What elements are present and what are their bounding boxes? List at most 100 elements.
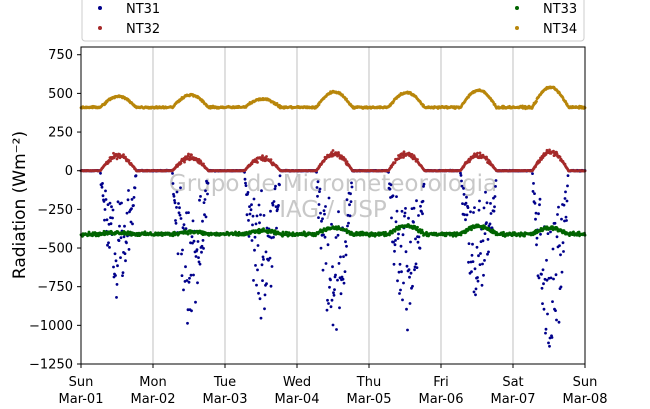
point-NT31 [253,248,256,252]
point-NT32 [187,152,190,156]
point-NT31 [200,250,203,254]
point-NT31 [342,255,345,258]
point-NT31 [179,217,183,220]
point-NT31 [197,256,200,259]
point-NT31 [194,255,198,258]
point-NT31 [409,271,413,275]
point-NT31 [404,207,407,210]
point-NT31 [542,307,546,311]
point-NT31 [127,248,131,251]
point-NT31 [472,290,476,294]
point-NT31 [186,308,190,312]
point-NT31 [546,232,550,236]
point-NT31 [317,203,321,206]
point-NT31 [555,235,559,239]
point-NT32 [127,159,131,163]
point-NT31 [475,245,479,249]
point-NT31 [190,235,194,239]
point-NT31 [399,244,403,248]
point-NT31 [396,237,400,240]
x-tick-label-date: Mar-04 [275,392,320,407]
point-NT31 [108,201,112,205]
point-NT31 [476,279,480,283]
y-axis-label: Radiation (Wm⁻²) [10,131,30,279]
point-NT31 [114,259,118,263]
point-NT31 [328,285,331,289]
point-NT31 [486,252,489,256]
point-NT31 [173,201,177,205]
point-NT31 [396,279,399,283]
point-NT31 [565,199,569,203]
point-NT31 [481,262,484,266]
point-NT31 [121,271,125,274]
point-NT31 [244,184,248,188]
point-NT31 [486,238,490,241]
point-NT31 [322,233,325,237]
point-NT31 [349,200,353,204]
point-NT31 [544,331,547,335]
point-NT31 [462,193,466,196]
point-NT31 [540,286,544,290]
point-NT31 [270,265,274,268]
point-NT31 [566,174,570,178]
point-NT31 [467,242,471,246]
point-NT31 [470,270,473,274]
series-NT32 [79,148,587,173]
point-NT31 [124,259,127,263]
point-NT31 [200,244,204,248]
point-NT33 [502,230,505,234]
point-NT31 [550,336,554,339]
point-NT31 [549,230,552,234]
point-NT31 [106,243,109,247]
legend-label-NT31: NT31 [126,2,160,17]
point-NT31 [114,274,117,277]
point-NT31 [321,217,324,221]
point-NT31 [322,209,326,213]
point-NT31 [192,273,195,277]
point-NT31 [172,194,176,198]
x-tick-label-dow: Fri [433,375,449,390]
legend-marker-NT31 [98,6,102,10]
point-NT31 [399,288,402,292]
point-NT31 [110,205,113,209]
point-NT31 [566,184,569,188]
point-NT31 [320,219,323,223]
point-NT31 [277,204,280,207]
point-NT31 [533,192,536,196]
point-NT31 [412,206,416,210]
watermark-line-2: IAG / USP [279,197,387,223]
point-NT31 [179,186,182,190]
point-NT31 [261,279,264,282]
series-NT33 [79,223,587,238]
point-NT31 [188,276,191,280]
point-NT31 [403,211,407,215]
point-NT31 [537,212,540,216]
point-NT33 [398,227,401,231]
point-NT31 [174,221,178,225]
point-NT31 [130,198,134,201]
point-NT31 [185,279,189,282]
point-NT31 [244,181,247,185]
x-tick-label-dow: Sun [573,375,598,390]
point-NT31 [204,189,207,193]
point-NT32 [179,161,183,165]
point-NT31 [251,223,254,227]
point-NT31 [547,341,550,345]
point-NT31 [191,219,195,223]
point-NT31 [248,212,252,216]
point-NT31 [400,270,403,274]
point-NT31 [317,216,320,220]
point-NT31 [342,281,346,285]
point-NT31 [325,308,329,312]
point-NT31 [538,203,541,207]
point-NT31 [132,204,135,207]
point-NT31 [318,190,321,194]
point-NT31 [256,244,260,247]
point-NT31 [459,171,462,175]
point-NT33 [281,230,285,234]
point-NT31 [184,265,187,269]
point-NT31 [338,306,341,310]
point-NT31 [275,226,278,230]
point-NT31 [545,278,549,282]
